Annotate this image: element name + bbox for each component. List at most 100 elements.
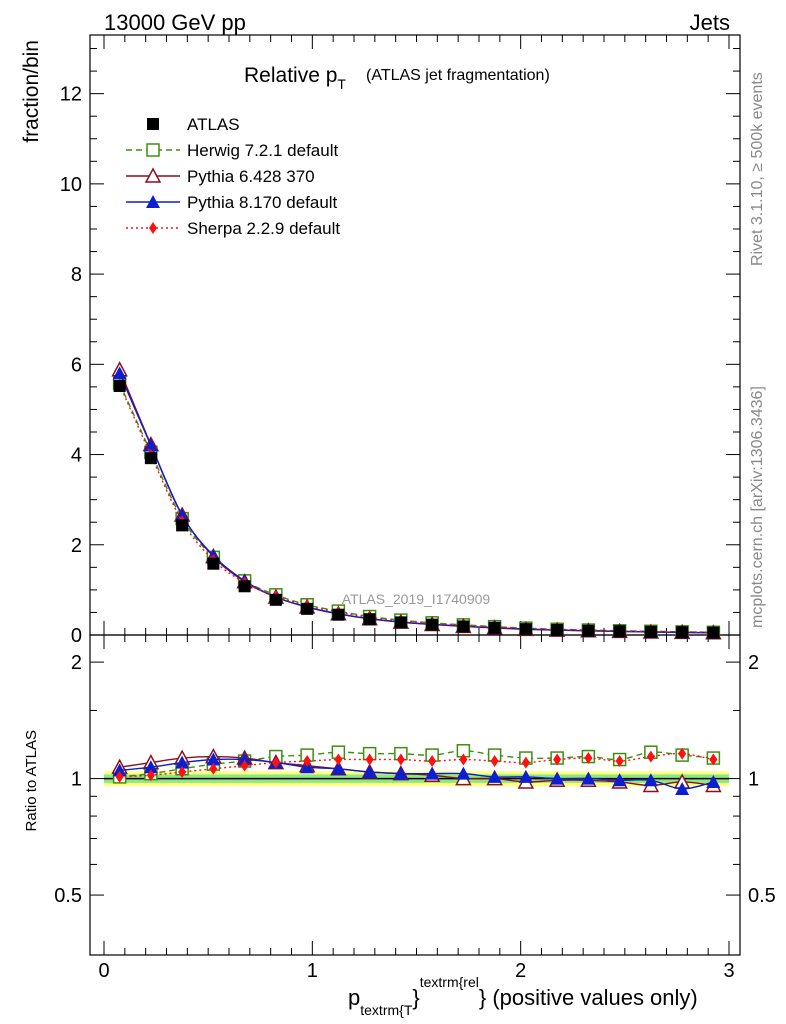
ratio-plot-frame	[89, 634, 741, 956]
ratio-y-tick-label: 2	[71, 652, 82, 674]
x-axis-label: ptextrm{T}textrm{rel} (positive values o…	[348, 974, 698, 1018]
x-axis-label-sub: textrm{T	[360, 1002, 413, 1018]
ratio-point-sherpa-2-2-9-default	[521, 756, 530, 769]
ratio-y-tick-label: 0.5	[54, 885, 82, 907]
plot-title: Relative pT	[244, 64, 346, 92]
plot-title-sub: T	[337, 76, 346, 92]
main-point-pythia-8-170-default	[112, 366, 127, 380]
ratio-point-pythia-8-170-default	[331, 761, 346, 775]
main-y-tick-label: 8	[71, 264, 82, 286]
ratio-y-tick-label-right: 2	[748, 652, 759, 674]
plot-title-main: Relative p	[244, 64, 337, 87]
x-tick-label: 0	[98, 960, 109, 982]
ratio-point-sherpa-2-2-9-default	[209, 762, 218, 775]
header-jets: Jets	[690, 10, 730, 35]
ratio-point-sherpa-2-2-9-default	[396, 753, 405, 766]
x-axis-label-p: p	[348, 985, 360, 1010]
x-axis-label-brace: }	[412, 985, 419, 1010]
main-y-tick-label: 6	[71, 354, 82, 376]
ratio-point-pythia-8-170-default	[393, 766, 408, 780]
ratio-point-pythia-8-170-default	[175, 755, 190, 769]
main-point-atlas	[426, 618, 439, 631]
main-point-atlas	[207, 557, 220, 570]
main-point-atlas	[613, 625, 626, 638]
ratio-point-sherpa-2-2-9-default	[428, 755, 437, 768]
main-point-atlas	[394, 616, 407, 629]
legend-label-pythia-6-428-370: Pythia 6.428 370	[187, 167, 315, 186]
ratio-point-sherpa-2-2-9-default	[615, 755, 624, 768]
legend-marker-atlas	[147, 118, 159, 130]
rivet-label: Rivet 3.1.10, ≥ 500k events	[749, 72, 766, 266]
ratio-point-pythia-8-170-default	[518, 769, 533, 783]
ratio-point-pythia-8-170-default	[112, 763, 127, 777]
main-y-tick-label: 0	[71, 625, 82, 647]
ratio-point-sherpa-2-2-9-default	[146, 769, 155, 782]
main-point-atlas	[582, 624, 595, 637]
main-point-atlas	[551, 624, 564, 637]
main-point-atlas	[457, 620, 470, 633]
main-y-tick-label: 2	[71, 535, 82, 557]
main-y-tick-label: 12	[60, 84, 82, 106]
plot-title-paren: (ATLAS jet fragmentation)	[366, 67, 550, 84]
legend-label-pythia-8-170-default: Pythia 8.170 default	[187, 193, 338, 212]
main-y-tick-label: 10	[60, 174, 82, 196]
main-point-atlas	[269, 593, 282, 606]
ratio-y-tick-label-right: 0.5	[748, 885, 776, 907]
ratio-point-sherpa-2-2-9-default	[553, 753, 562, 766]
ratio-point-pythia-8-170-default	[425, 766, 440, 780]
main-point-pythia-8-170-default	[175, 508, 190, 522]
main-y-tick-label: 4	[71, 445, 82, 467]
x-tick-label: 1	[307, 960, 318, 982]
analysis-watermark: ATLAS_2019_I1740909	[342, 591, 491, 607]
ratio-point-pythia-8-170-default	[550, 771, 565, 785]
ratio-point-sherpa-2-2-9-default	[459, 753, 468, 766]
ratio-point-sherpa-2-2-9-default	[240, 759, 249, 772]
ratio-point-pythia-8-170-default	[643, 773, 658, 787]
header-energy: 13000 GeV pp	[104, 10, 246, 35]
ratio-point-sherpa-2-2-9-default	[115, 770, 124, 783]
legend-label-atlas: ATLAS	[187, 115, 240, 134]
legend-marker-pythia-6-428-370	[144, 167, 162, 183]
main-point-atlas	[176, 519, 189, 532]
ratio-y-tick-label-right: 1	[748, 769, 759, 791]
ratio-point-sherpa-2-2-9-default	[584, 752, 593, 765]
ratio-point-pythia-8-170-default	[143, 760, 158, 774]
ratio-point-pythia-8-170-default	[362, 764, 377, 778]
ratio-point-pythia-8-170-default	[487, 769, 502, 783]
main-point-atlas	[332, 608, 345, 621]
ratio-point-sherpa-2-2-9-default	[709, 753, 718, 766]
ratio-point-pythia-8-170-default	[456, 766, 471, 780]
legend: ATLAS Herwig 7.2.1 default Pythia 6.428 37…	[126, 115, 340, 238]
x-tick-label: 2	[515, 960, 526, 982]
ratio-point-sherpa-2-2-9-default	[303, 755, 312, 768]
legend-marker-sherpa-2-2-9-default	[149, 222, 157, 234]
legend-marker-herwig-7-2-1-default	[146, 143, 160, 157]
main-point-pythia-8-170-default	[143, 438, 158, 452]
ratio-point-sherpa-2-2-9-default	[365, 753, 374, 766]
ratio-point-sherpa-2-2-9-default	[646, 750, 655, 763]
main-point-atlas	[676, 626, 689, 639]
ratio-point-sherpa-2-2-9-default	[334, 753, 343, 766]
main-point-atlas	[519, 623, 532, 636]
legend-label-sherpa-2-2-9-default: Sherpa 2.2.9 default	[187, 219, 340, 238]
ratio-point-pythia-8-170-default	[675, 781, 690, 795]
ratio-y-tick-label: 1	[71, 769, 82, 791]
ratio-point-sherpa-2-2-9-default	[490, 755, 499, 768]
ratio-point-sherpa-2-2-9-default	[178, 765, 187, 778]
legend-marker-pythia-8-170-default	[146, 195, 160, 208]
main-point-atlas	[488, 621, 501, 634]
ratio-point-pythia-8-170-default	[206, 752, 221, 766]
main-point-atlas	[301, 602, 314, 615]
ratio-y-axis-label: Ratio to ATLAS	[23, 730, 40, 831]
main-series-group	[111, 361, 722, 640]
ratio-point-sherpa-2-2-9-default	[271, 756, 280, 769]
main-point-atlas	[707, 626, 720, 639]
ratio-series-group	[111, 744, 722, 795]
main-point-atlas	[363, 613, 376, 626]
x-tick-label: 3	[723, 960, 734, 982]
main-point-atlas	[144, 452, 157, 465]
mcplots-label: mcplots.cern.ch [arXiv:1306.3436]	[749, 386, 766, 628]
x-axis-label-tail: } (positive values only)	[479, 985, 698, 1010]
